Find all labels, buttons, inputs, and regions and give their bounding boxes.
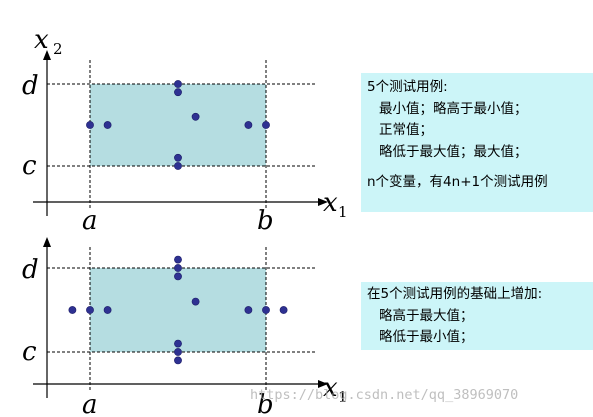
panel-2-test-point <box>191 297 200 306</box>
note-2-line-3: 略低于最小值； <box>379 329 474 345</box>
panel-1-test-point <box>174 80 182 88</box>
panel-1-test-point <box>174 162 182 170</box>
panel-1-test-point <box>86 121 94 129</box>
panel-2-x-arrow <box>318 380 328 388</box>
panel-2-test-point <box>279 306 288 314</box>
panel-2-y-arrow <box>43 237 51 247</box>
panel-2-test-point <box>174 356 182 365</box>
panel-1-label-b: b <box>257 206 274 236</box>
panel-1-x-axis-subscript: 1 <box>338 203 348 221</box>
panel-2-test-point <box>174 272 182 281</box>
note-2-line-1: 在5个测试用例的基础上增加: <box>367 286 543 302</box>
panel-2-test-point <box>174 348 182 356</box>
panel-2-label-c: c <box>22 337 37 367</box>
note-1-line-1: 5个测试用例: <box>367 79 448 95</box>
note-2-line-2: 略高于最大值； <box>379 307 474 324</box>
note-1-line-3: 正常值； <box>379 122 433 138</box>
panel-2-test-point <box>174 339 182 348</box>
panel-2-test-point <box>174 264 182 272</box>
panel-1-test-point <box>244 121 253 129</box>
panel-1-label-c: c <box>22 151 37 181</box>
panel-1-y-axis-label: x <box>34 25 49 55</box>
panel-1-label-a: a <box>82 206 98 236</box>
panel-2-label-b: b <box>257 390 274 417</box>
panel-2-label-a: a <box>82 390 98 417</box>
panel-2-x-axis-label: x <box>323 373 338 403</box>
panel-1-domain-region <box>90 84 266 166</box>
panel-1-y-arrow <box>43 50 51 60</box>
note-box-basic: 5个测试用例: 最小值；略高于最小值； 正常值； 略低于最大值；最大值； n个变… <box>361 73 593 212</box>
panel-2-domain-region <box>90 268 266 352</box>
panel-1-test-point <box>174 153 182 162</box>
panel-1-y-axis-subscript: 2 <box>53 40 63 58</box>
panel-2-label-d: d <box>22 255 39 285</box>
panel-2-test-point <box>68 306 77 314</box>
panel-1-x-axis-label: x <box>323 188 338 218</box>
panel-2-test-point <box>103 306 112 314</box>
panel-2-test-point <box>86 306 94 314</box>
panel-2-test-point <box>244 306 253 314</box>
panel-1-test-point <box>262 121 270 129</box>
note-1-line-5: n个变量，有4n+1个测试用例 <box>367 174 548 190</box>
note-1-line-2: 最小值；略高于最小值； <box>379 100 528 117</box>
panel-1-label-d: d <box>22 71 39 101</box>
panel-1-x-arrow <box>318 198 328 206</box>
panel-2-x-axis-subscript: 1 <box>338 388 348 406</box>
panel-1-test-point <box>103 121 112 129</box>
note-1-line-4: 略低于最大值；最大值； <box>379 143 528 160</box>
panel-1-test-point <box>174 88 182 97</box>
panel-1-test-point <box>191 112 200 121</box>
panel-2-test-point <box>262 306 270 314</box>
panel-2-test-point <box>174 255 182 264</box>
watermark-url: https://blog.csdn.net/qq_38969070 <box>250 387 519 403</box>
note-box-robust: 在5个测试用例的基础上增加: 略高于最大值； 略低于最小值； <box>361 282 593 350</box>
